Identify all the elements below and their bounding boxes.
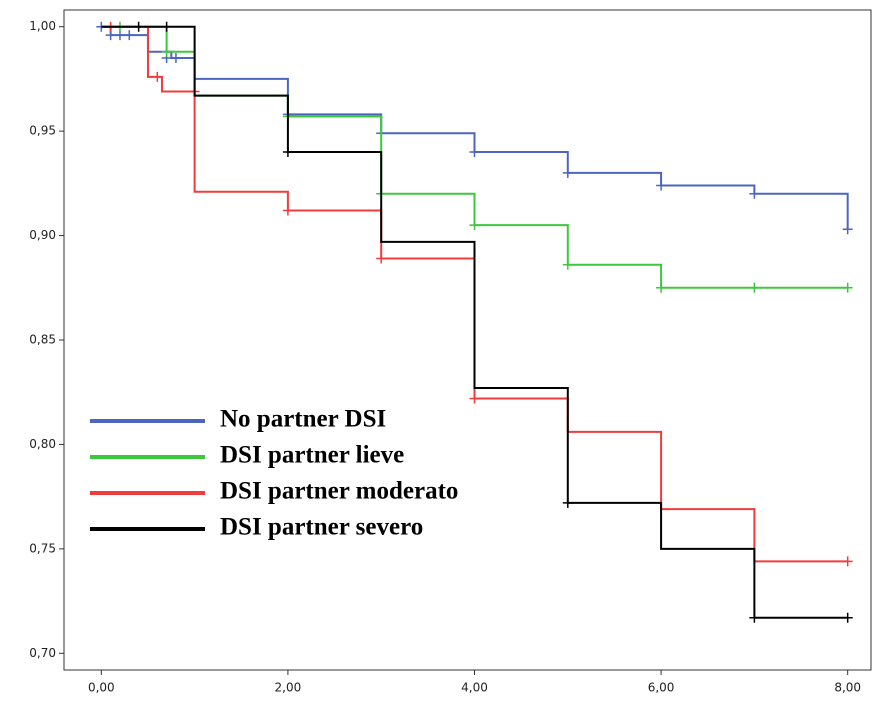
legend-label: DSI partner severo	[220, 514, 423, 541]
censor-mark	[656, 180, 667, 191]
censor-mark	[124, 30, 135, 41]
x-tick-label: 0,00	[88, 681, 115, 695]
censor-mark	[282, 147, 293, 158]
x-tick-label: 4,00	[461, 681, 488, 695]
legend-label: DSI partner moderato	[220, 478, 458, 505]
censor-mark	[114, 30, 125, 41]
x-tick-label: 2,00	[275, 681, 302, 695]
censor-mark	[133, 21, 144, 32]
censor-mark	[376, 253, 387, 264]
censor-mark	[469, 147, 480, 158]
y-tick-label: 0,75	[29, 541, 56, 555]
legend-label: DSI partner lieve	[220, 442, 404, 469]
y-tick-label: 0,85	[29, 333, 56, 347]
censor-mark	[161, 46, 172, 57]
censor-mark	[170, 53, 181, 64]
y-tick-label: 0,95	[29, 124, 56, 138]
x-tick-label: 8,00	[834, 681, 861, 695]
y-tick-label: 1,00	[29, 19, 56, 33]
censor-mark	[842, 556, 853, 567]
y-tick-label: 0,90	[29, 228, 56, 242]
censor-mark	[282, 205, 293, 216]
censor-mark	[749, 188, 760, 199]
censor-mark	[562, 497, 573, 508]
censor-mark	[842, 612, 853, 623]
censor-mark	[562, 259, 573, 270]
censor-mark	[656, 282, 667, 293]
censor-mark	[105, 30, 116, 41]
y-tick-label: 0,70	[29, 646, 56, 660]
x-tick-label: 6,00	[648, 681, 675, 695]
y-tick-label: 0,80	[29, 437, 56, 451]
censor-mark	[562, 167, 573, 178]
censor-mark	[469, 393, 480, 404]
censor-mark	[152, 71, 163, 82]
survival-line	[101, 25, 848, 619]
plot-frame	[63, 9, 872, 671]
censor-mark	[842, 282, 853, 293]
censor-mark	[749, 282, 760, 293]
legend-label: No partner DSI	[220, 406, 386, 433]
censor-mark	[469, 220, 480, 231]
censor-mark	[842, 224, 853, 235]
censor-mark	[749, 612, 760, 623]
censor-mark	[161, 21, 172, 32]
